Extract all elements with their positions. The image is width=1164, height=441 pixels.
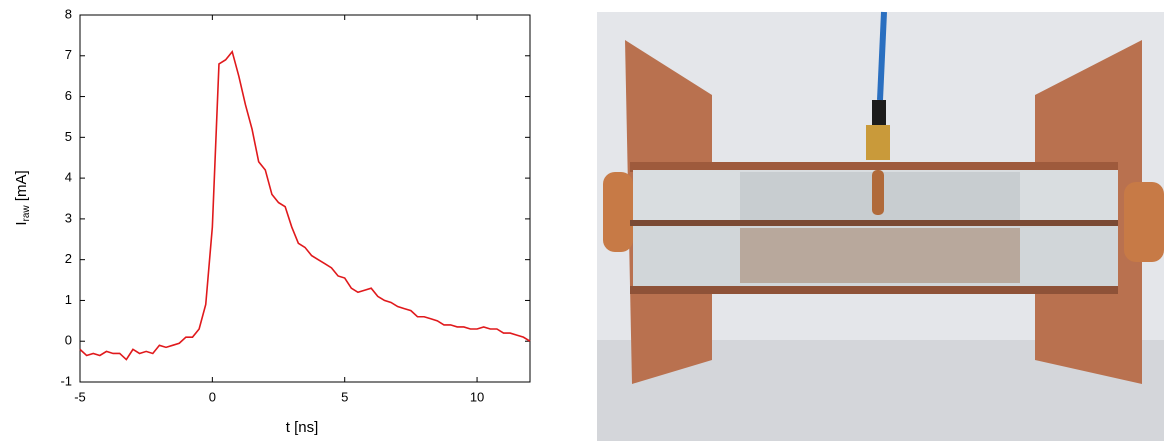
- y-tick-label: -1: [60, 373, 72, 388]
- page: t [ns] Iraw [mA] -1 0 1 2 3 4 5 6 7 8 -5 0 5 10: [0, 0, 1164, 441]
- y-label-sub: raw: [21, 205, 32, 222]
- y-tick-label: 3: [65, 210, 72, 225]
- x-tick-label: 5: [341, 389, 348, 404]
- y-tick-label: 5: [65, 129, 72, 144]
- y-label-unit: [mA]: [13, 170, 30, 205]
- y-tick-label: 1: [65, 292, 72, 307]
- x-tick-label: -5: [74, 389, 86, 404]
- x-tick-label: 0: [209, 389, 216, 404]
- x-axis-label: t [ns]: [286, 419, 319, 436]
- y-tick-label: 4: [65, 170, 72, 185]
- x-tick-label: 10: [470, 389, 484, 404]
- y-tick-label: 2: [65, 251, 72, 266]
- y-tick-label: 0: [65, 333, 72, 348]
- photo: [597, 12, 1164, 441]
- y-tick-label: 8: [65, 6, 72, 21]
- data-line: [80, 52, 530, 360]
- y-axis-label: Iraw [mA]: [13, 170, 32, 225]
- y-tick-label: 6: [65, 88, 72, 103]
- y-tick-label: 7: [65, 47, 72, 62]
